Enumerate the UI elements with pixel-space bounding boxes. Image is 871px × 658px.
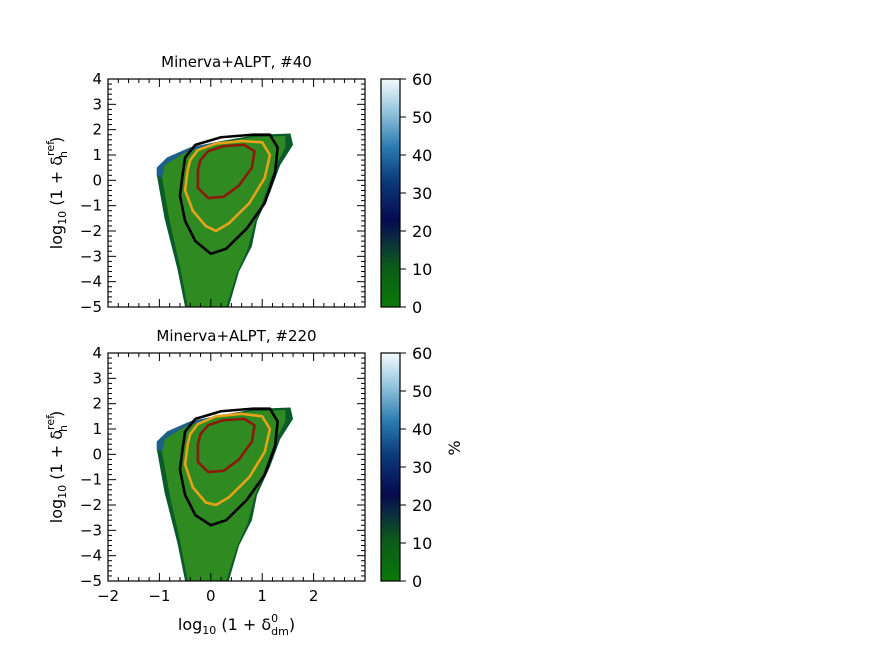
y-tick-label: 1 [92, 420, 102, 438]
x-tick-label: −1 [148, 587, 170, 605]
colorbar-label: % [445, 440, 464, 455]
contour-1 [178, 407, 279, 527]
y-tick-label: −4 [80, 547, 102, 565]
colorbar-tick-label: 40 [412, 420, 432, 439]
y-tick-label: −5 [80, 572, 102, 590]
y-tick-label: −2 [80, 496, 102, 514]
y-tick-label: −3 [80, 247, 102, 265]
x-tick-label: 0 [206, 587, 216, 605]
colorbar-gradient [380, 352, 401, 582]
y-tick-label: 0 [92, 445, 102, 463]
x-tick-label: −2 [97, 587, 119, 605]
colorbar-tick-label: 30 [412, 184, 432, 203]
panel-title: Minerva+ALPT, #220 [156, 327, 316, 345]
colorbar-tick-label: 10 [412, 534, 432, 553]
y-tick-label: 3 [92, 369, 102, 387]
colorbar-tick-label: 30 [412, 458, 432, 477]
heatmap-cells [161, 136, 286, 307]
contour-2 [183, 412, 272, 507]
colorbar-tick-label: 0 [412, 572, 422, 591]
y-axis-label: log10 (1 + δrefh) [44, 137, 70, 249]
y-tick-label: −1 [80, 197, 102, 215]
y-tick-label: 2 [92, 121, 102, 139]
axes-frame [107, 78, 366, 308]
x-tick-label: 2 [309, 587, 319, 605]
heatmap-fringe [156, 141, 222, 178]
y-tick-label: 4 [92, 70, 102, 88]
x-axis-label: log10 (1 + δ0 dm) [178, 612, 295, 638]
colorbar-gradient [380, 78, 401, 308]
panel-2: Minerva+ALPT, #220 −5 −4 −3 −2 −1 0 1 2 3 4 −2 −1 0 1 2… [44, 327, 464, 638]
y-tick-label: 1 [92, 146, 102, 164]
contour-3 [196, 417, 256, 474]
colorbar-tick-label: 60 [412, 70, 432, 89]
y-tick-label: −2 [80, 222, 102, 240]
y-tick-label: 4 [92, 344, 102, 362]
colorbar-tick-label: 50 [412, 108, 432, 127]
contour-2 [183, 139, 272, 233]
y-tick-label: −3 [80, 521, 102, 539]
colorbar-tick-label: 20 [412, 222, 432, 241]
contour-1 [178, 133, 279, 256]
y-tick-label: 0 [92, 171, 102, 189]
colorbar-tick-label: 10 [412, 260, 432, 279]
y-tick-label: −5 [80, 298, 102, 316]
colorbar: 0 10 20 30 40 50 60% [380, 344, 464, 591]
colorbar-tick-label: 0 [412, 298, 422, 317]
panel-1: Minerva+ALPT, #40 −5 −4 −3 −2 −1 0 1 2 3 4 log10 (1… [44, 53, 432, 317]
heatmap [156, 133, 294, 307]
y-axis-label: log10 (1 + δrefh) [44, 411, 70, 523]
axes-frame [107, 352, 366, 582]
heatmap [156, 407, 294, 581]
x-tick-label: 1 [257, 587, 267, 605]
colorbar: 0 10 20 30 40 50 60 [380, 70, 432, 317]
y-tick-label: −4 [80, 273, 102, 291]
colorbar-tick-label: 40 [412, 146, 432, 165]
colorbar-tick-label: 50 [412, 382, 432, 401]
y-tick-label: 3 [92, 95, 102, 113]
colorbar-tick-label: 20 [412, 496, 432, 515]
y-tick-label: −1 [80, 471, 102, 489]
contour-3 [196, 143, 256, 200]
heatmap-fringe [156, 415, 222, 452]
panel-title: Minerva+ALPT, #40 [161, 53, 312, 71]
y-tick-label: 2 [92, 395, 102, 413]
heatmap-cells [161, 410, 286, 581]
colorbar-tick-label: 60 [412, 344, 432, 363]
